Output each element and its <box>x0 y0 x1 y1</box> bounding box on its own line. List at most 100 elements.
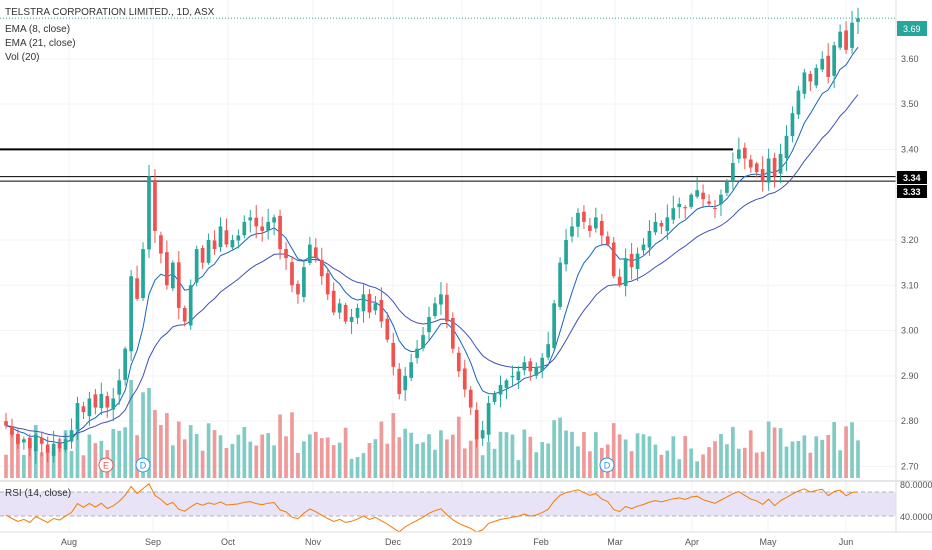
candle-body[interactable] <box>409 362 413 378</box>
candle-body[interactable] <box>504 380 509 388</box>
candle-body[interactable] <box>325 273 330 295</box>
candle-body[interactable] <box>236 235 241 241</box>
candle-body[interactable] <box>385 318 390 340</box>
candle-body[interactable] <box>576 212 580 227</box>
candle-body[interactable] <box>22 439 26 443</box>
candle-body[interactable] <box>623 258 628 286</box>
candle-body[interactable] <box>653 221 658 233</box>
candle-body[interactable] <box>814 67 819 86</box>
candle-body[interactable] <box>361 294 366 312</box>
candle-body[interactable] <box>456 352 461 372</box>
candle-body[interactable] <box>313 247 318 259</box>
candle-body[interactable] <box>552 303 556 348</box>
candle-body[interactable] <box>260 226 265 231</box>
candle-body[interactable] <box>403 375 408 391</box>
rsi-legend[interactable]: RSI (14, close) <box>5 488 71 499</box>
candle-body[interactable] <box>826 55 831 77</box>
candle-body[interactable] <box>439 294 443 305</box>
candle-body[interactable] <box>337 303 342 313</box>
candle-body[interactable] <box>159 235 163 254</box>
candle-body[interactable] <box>87 398 92 417</box>
candle-body[interactable] <box>528 361 533 372</box>
candle-body[interactable] <box>856 18 860 22</box>
candle-body[interactable] <box>701 192 705 200</box>
candle-body[interactable] <box>69 430 74 442</box>
candle-body[interactable] <box>546 344 551 358</box>
candle-body[interactable] <box>427 316 431 333</box>
candle-body[interactable] <box>462 368 467 390</box>
candle-body[interactable] <box>105 396 110 408</box>
candle-body[interactable] <box>719 194 723 205</box>
candle-body[interactable] <box>27 437 32 449</box>
candle-body[interactable] <box>593 217 598 229</box>
candle-body[interactable] <box>802 72 807 94</box>
candle-body[interactable] <box>832 45 837 76</box>
candle-body[interactable] <box>838 31 842 48</box>
candle-body[interactable] <box>629 253 634 268</box>
candle-body[interactable] <box>153 179 157 231</box>
candle-body[interactable] <box>33 434 38 452</box>
candle-body[interactable] <box>248 217 253 221</box>
candle-body[interactable] <box>766 158 771 183</box>
candle-body[interactable] <box>266 221 271 231</box>
candle-body[interactable] <box>808 73 813 82</box>
candle-body[interactable] <box>790 113 795 137</box>
candle-body[interactable] <box>677 203 682 208</box>
candle-body[interactable] <box>200 247 205 263</box>
candle-body[interactable] <box>129 276 133 352</box>
candle-body[interactable] <box>486 403 491 435</box>
candle-body[interactable] <box>81 406 86 413</box>
candle-body[interactable] <box>850 22 854 48</box>
candle-body[interactable] <box>647 230 652 248</box>
candle-body[interactable] <box>331 290 336 313</box>
candle-body[interactable] <box>659 222 664 227</box>
candle-body[interactable] <box>683 207 688 209</box>
candle-body[interactable] <box>254 217 259 227</box>
candle-body[interactable] <box>570 226 574 237</box>
candle-body[interactable] <box>510 375 515 378</box>
candle-body[interactable] <box>713 208 717 210</box>
candle-body[interactable] <box>176 262 181 308</box>
candle-body[interactable] <box>754 163 759 173</box>
candle-body[interactable] <box>379 299 384 322</box>
legend-ema-21[interactable]: EMA (21, close) <box>5 38 76 49</box>
candle-body[interactable] <box>170 262 175 289</box>
candle-body[interactable] <box>635 253 640 269</box>
candle-body[interactable] <box>4 421 8 426</box>
candle-body[interactable] <box>218 226 223 248</box>
candle-body[interactable] <box>39 438 44 444</box>
candle-body[interactable] <box>665 217 670 231</box>
candle-body[interactable] <box>296 283 300 295</box>
candle-body[interactable] <box>480 430 485 439</box>
candle-body[interactable] <box>141 249 145 299</box>
candle-body[interactable] <box>540 357 545 371</box>
legend-volume[interactable]: Vol (20) <box>5 52 39 63</box>
candle-body[interactable] <box>391 342 396 367</box>
candle-body[interactable] <box>760 169 765 182</box>
candle-body[interactable] <box>772 157 777 177</box>
candle-body[interactable] <box>844 30 848 50</box>
candle-body[interactable] <box>641 244 646 251</box>
candle-body[interactable] <box>421 335 425 349</box>
candle-body[interactable] <box>415 348 419 359</box>
candle-body[interactable] <box>63 439 68 450</box>
candle-body[interactable] <box>10 426 14 435</box>
candle-body[interactable] <box>695 190 699 197</box>
candle-body[interactable] <box>206 240 211 263</box>
candle-body[interactable] <box>349 316 354 322</box>
candle-body[interactable] <box>671 208 676 220</box>
candle-body[interactable] <box>689 194 694 207</box>
candle-body[interactable] <box>451 317 455 349</box>
candle-body[interactable] <box>188 285 193 326</box>
candle-body[interactable] <box>725 181 729 193</box>
candle-body[interactable] <box>558 262 562 307</box>
candle-body[interactable] <box>343 304 348 322</box>
candle-body[interactable] <box>194 249 199 283</box>
candle-body[interactable] <box>522 362 527 371</box>
candle-body[interactable] <box>117 380 122 395</box>
candle-body[interactable] <box>445 294 449 322</box>
candle-body[interactable] <box>564 240 568 265</box>
candles[interactable] <box>4 7 860 464</box>
